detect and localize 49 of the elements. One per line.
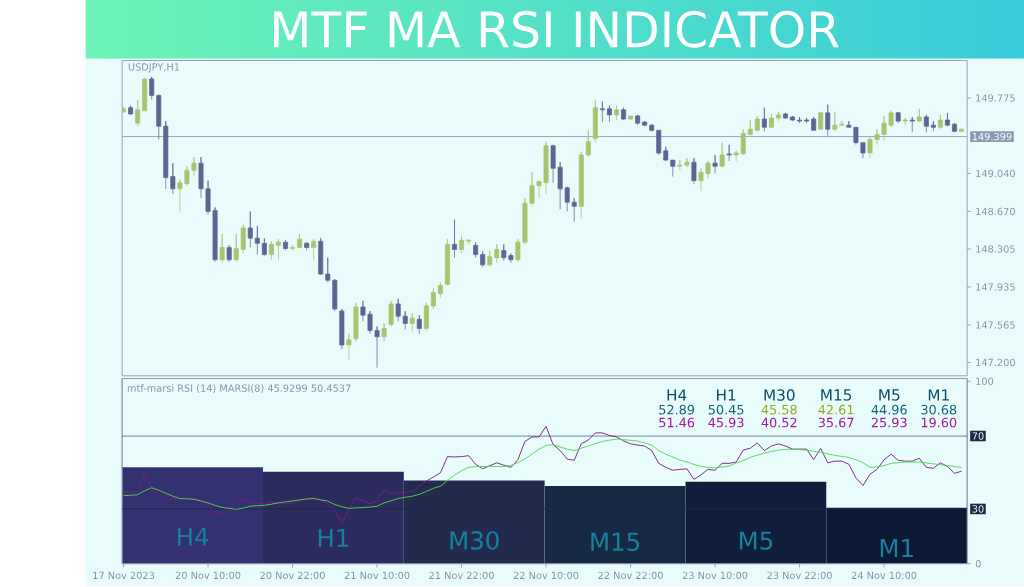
y-tick-label: 100 [976,377,994,386]
y-tick-label: 149.775 [976,94,1015,102]
data-label: 52.89 [659,405,695,415]
x-tick-label: 20 Nov 22:00 [260,571,325,580]
annotation: 45.93 [708,417,744,428]
y-tick-label: 147.935 [976,283,1015,291]
data-label: 50.45 [708,405,744,415]
x-tick-label: M1 [880,539,913,558]
ref-line-label: 70 [972,432,984,440]
x-tick-label: 20 Nov 10:00 [175,571,241,580]
category-label: H1 [717,389,736,401]
x-tick-label: H1 [318,529,349,548]
annotation: 35.67 [818,417,854,428]
x-tick-label: 23 Nov 22:00 [767,571,832,580]
ref-line-label: 30 [972,505,984,513]
category-label: M15 [821,389,852,401]
x-tick-label: 17 Nov 2023 [93,571,155,580]
y-tick-label: 147.565 [976,321,1015,329]
x-tick-label: 21 Nov 22:00 [429,571,494,580]
x-tick-label: 22 Nov 10:00 [513,571,579,580]
data-label: 30.68 [921,405,957,415]
annotation: 25.93 [871,417,907,428]
category-label: M5 [879,389,900,401]
x-tick-label: H4 [177,527,209,546]
x-tick-label: M15 [591,533,640,552]
x-tick-label: M5 [739,531,773,550]
x-tick-label: 24 Nov 10:00 [851,571,917,580]
x-tick-label: M30 [450,531,499,550]
y-tick-label: 0 [975,560,981,568]
chart-subtitle: USDJPY,H1 [128,63,180,73]
x-tick-label: 23 Nov 10:00 [682,571,748,580]
category-label: M30 [764,389,795,401]
data-label: 45.58 [761,405,797,415]
data-label: 42.61 [818,405,854,415]
annotation: 19.60 [921,417,957,428]
annotation: 40.52 [761,417,797,428]
y-tick-label: 149.040 [976,169,1015,178]
annotation: 51.46 [659,417,695,428]
category-label: M1 [928,389,949,401]
x-tick-label: 21 Nov 10:00 [344,571,410,580]
category-label: H4 [667,389,687,401]
text: mtf-marsi RSI (14) MARSI(8) 45.9299 50.4537 [127,384,351,394]
ref-line-label: 149.399 [972,133,1012,141]
y-tick-label: 148.670 [976,207,1015,216]
y-tick-label: 147.200 [976,358,1015,367]
chart-title: MTF MA RSI INDICATOR [274,11,839,49]
y-tick-label: 148.305 [976,245,1015,253]
x-tick-label: 22 Nov 22:00 [598,571,663,580]
data-label: 44.96 [871,405,907,415]
